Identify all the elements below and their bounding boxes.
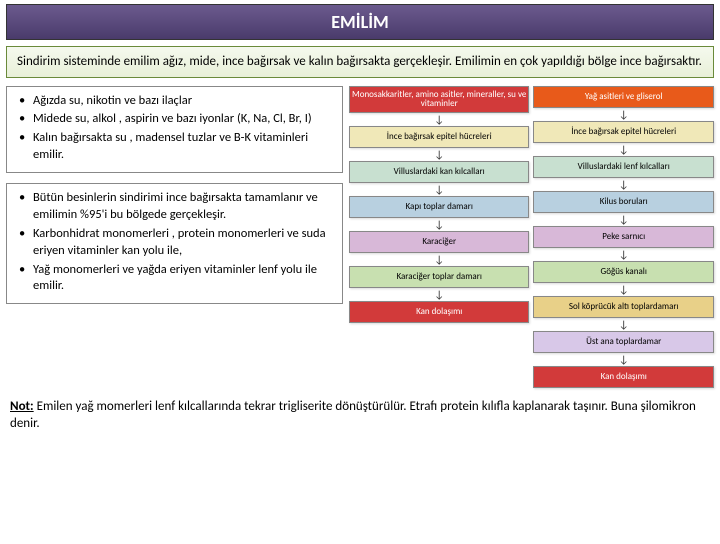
intro-box: Sindirim sisteminde emilim ağız, mide, i…: [6, 46, 714, 78]
flow-right: Yağ asitleri ve gliserol↓İnce bağırsak e…: [533, 86, 714, 388]
note-text: Emilen yağ momerleri lenf kılcallarında …: [10, 399, 696, 432]
arrow-down-icon: ↓: [619, 179, 629, 190]
arrow-down-icon: ↓: [434, 184, 444, 195]
flow-box: Göğüs kanalı: [533, 261, 714, 283]
flow-box: Kan dolaşımı: [533, 366, 714, 388]
flow-box: Villuslardaki lenf kılcalları: [533, 156, 714, 178]
flow-box: Kan dolaşımı: [349, 301, 530, 323]
list-item: Midede su, alkol , aspirin ve bazı iyonl…: [19, 111, 334, 128]
list-item: Bütün besinlerin sindirimi ince bağırsak…: [19, 190, 334, 224]
flow-box: Kapı toplar damarı: [349, 196, 530, 218]
arrow-down-icon: ↓: [434, 219, 444, 230]
arrow-down-icon: ↓: [619, 319, 629, 330]
list-item: Yağ monomerleri ve yağda eriyen vitaminl…: [19, 262, 334, 296]
arrow-down-icon: ↓: [434, 254, 444, 265]
text-box-2: Bütün besinlerin sindirimi ince bağırsak…: [6, 183, 343, 304]
arrow-down-icon: ↓: [434, 114, 444, 125]
flow-box: Üst ana toplardamar: [533, 331, 714, 353]
flow-box: Villuslardaki kan kılcalları: [349, 161, 530, 183]
flow-diagram: Monosakkaritler, amino asitler, minerall…: [349, 86, 714, 388]
note: Not: Emilen yağ momerleri lenf kılcallar…: [6, 398, 714, 433]
list-item: Kalın bağırsakta su , madensel tuzlar ve…: [19, 130, 334, 164]
arrow-down-icon: ↓: [434, 149, 444, 160]
flow-box: Karaciğer: [349, 231, 530, 253]
flow-box: İnce bağırsak epitel hücreleri: [533, 121, 714, 143]
flow-box: İnce bağırsak epitel hücreleri: [349, 126, 530, 148]
page-title: EMİLİM: [6, 4, 714, 40]
arrow-down-icon: ↓: [619, 284, 629, 295]
flow-left: Monosakkaritler, amino asitler, minerall…: [349, 86, 530, 388]
list-item: Karbonhidrat monomerleri , protein monom…: [19, 226, 334, 260]
arrow-down-icon: ↓: [434, 289, 444, 300]
flow-box: Monosakkaritler, amino asitler, minerall…: [349, 86, 530, 114]
arrow-down-icon: ↓: [619, 144, 629, 155]
flow-box: Yağ asitleri ve gliserol: [533, 86, 714, 108]
arrow-down-icon: ↓: [619, 249, 629, 260]
arrow-down-icon: ↓: [619, 354, 629, 365]
flow-box: Karaciğer toplar damarı: [349, 266, 530, 288]
flow-box: Peke sarnıcı: [533, 226, 714, 248]
arrow-down-icon: ↓: [619, 214, 629, 225]
main-content: Ağızda su, nikotin ve bazı ilaçlar Mided…: [6, 86, 714, 388]
text-box-1: Ağızda su, nikotin ve bazı ilaçlar Mided…: [6, 86, 343, 174]
note-label: Not:: [10, 399, 34, 414]
flow-box: Sol köprücük altı toplardamarı: [533, 296, 714, 318]
arrow-down-icon: ↓: [619, 109, 629, 120]
left-column: Ağızda su, nikotin ve bazı ilaçlar Mided…: [6, 86, 343, 388]
flow-box: Kilus boruları: [533, 191, 714, 213]
list-item: Ağızda su, nikotin ve bazı ilaçlar: [19, 93, 334, 110]
